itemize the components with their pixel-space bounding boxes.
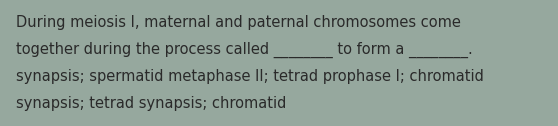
Text: together during the process called ________ to form a ________.: together during the process called _____… xyxy=(16,42,473,58)
Text: synapsis; spermatid metaphase II; tetrad prophase I; chromatid: synapsis; spermatid metaphase II; tetrad… xyxy=(16,69,483,84)
Text: synapsis; tetrad synapsis; chromatid: synapsis; tetrad synapsis; chromatid xyxy=(16,96,286,111)
Text: During meiosis I, maternal and paternal chromosomes come: During meiosis I, maternal and paternal … xyxy=(16,15,460,30)
